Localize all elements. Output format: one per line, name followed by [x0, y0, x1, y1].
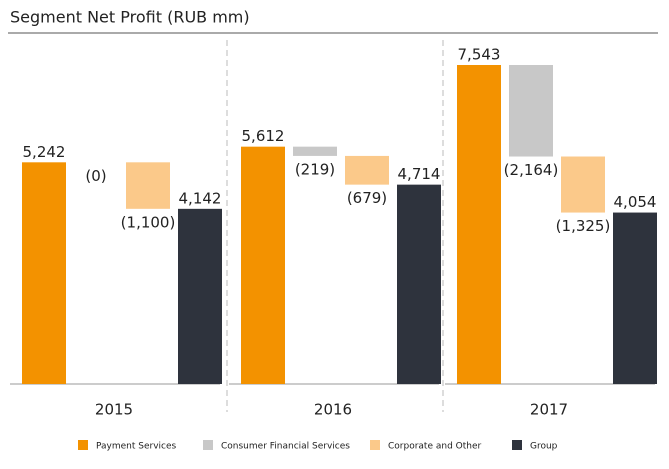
value-label: (1,100)	[121, 213, 176, 231]
value-label: (1,325)	[556, 217, 611, 235]
legend-label: Consumer Financial Services	[221, 442, 350, 452]
bar	[509, 65, 553, 157]
bar	[397, 184, 441, 384]
x-tick-label: 2016	[314, 401, 352, 419]
bar	[126, 162, 170, 209]
legend-swatch	[370, 440, 380, 450]
bar	[22, 162, 66, 384]
bar	[457, 65, 501, 384]
legend-label: Group	[530, 442, 558, 452]
value-label: 4,142	[179, 189, 222, 207]
value-label: (679)	[347, 189, 387, 207]
bar	[613, 212, 657, 384]
legend-swatch	[78, 440, 88, 450]
value-label: 4,054	[614, 193, 657, 211]
value-label: 5,612	[242, 127, 285, 145]
value-label: 7,543	[458, 46, 501, 64]
value-label: (2,164)	[504, 161, 559, 179]
legend-swatch	[512, 440, 522, 450]
value-label: (219)	[295, 160, 335, 178]
legend-swatch	[203, 440, 213, 450]
value-label: 4,714	[398, 165, 441, 183]
x-tick-label: 2017	[530, 401, 568, 419]
value-label: 5,242	[23, 143, 66, 161]
bar	[561, 156, 605, 213]
bar	[345, 155, 389, 185]
legend-label: Payment Services	[96, 442, 177, 452]
bar	[241, 146, 285, 384]
x-tick-label: 2015	[95, 401, 133, 419]
legend-label: Corporate and Other	[388, 442, 481, 452]
chart-title: Segment Net Profit (RUB mm)	[10, 8, 250, 27]
bar	[293, 146, 337, 156]
bar	[178, 208, 222, 384]
value-label: (0)	[85, 167, 106, 185]
